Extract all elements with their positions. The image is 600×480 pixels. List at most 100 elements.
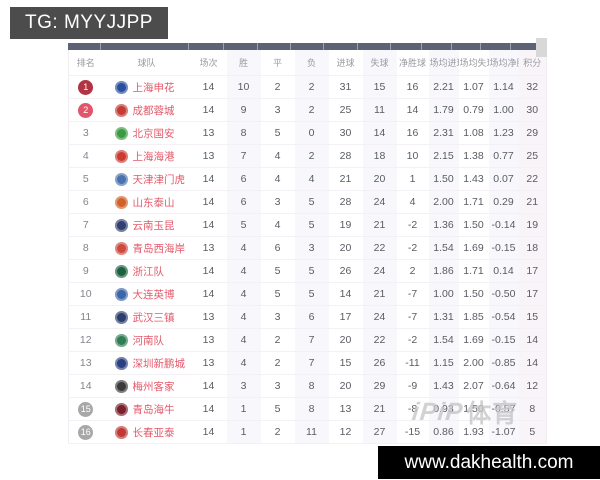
standings-table: 排名球队场次胜平负进球失球净胜球场均进球场均失球场均净胜积分 1上海申花1410… (68, 50, 547, 444)
cell-win: 4 (226, 259, 261, 283)
cell-pts: 14 (518, 328, 547, 352)
column-header-gf: 进球 (336, 58, 355, 68)
footer-url-text: www.dakhealth.com (404, 451, 574, 473)
top-bar-segment (510, 43, 538, 50)
team-name-link[interactable]: 北京国安 (132, 127, 175, 140)
cell-avg_gf: 1.54 (428, 236, 459, 260)
cell-gf: 17 (328, 305, 363, 329)
rank-number: 9 (82, 265, 89, 277)
team-name-link[interactable]: 青岛西海岸 (132, 242, 186, 255)
cell-win: 6 (226, 190, 261, 214)
league-standings-table: 排名球队场次胜平负进球失球净胜球场均进球场均失球场均净胜积分 1上海申花1410… (68, 38, 547, 444)
cell-avg_ga: 1.85 (458, 305, 489, 329)
cell-avg_gd: 0.07 (488, 167, 519, 191)
team-logo-icon (114, 425, 128, 439)
team-name-link[interactable]: 河南队 (132, 334, 165, 347)
cell-pts: 12 (518, 374, 547, 398)
cell-ga: 24 (362, 259, 397, 283)
cell-played: 13 (190, 236, 227, 260)
cell-team: 大连英博 (102, 282, 191, 306)
top-bar-segment (324, 43, 358, 50)
cell-draw: 6 (260, 236, 295, 260)
cell-played: 14 (190, 374, 227, 398)
team-name-link[interactable]: 浙江队 (132, 265, 165, 278)
cell-played: 14 (190, 282, 227, 306)
team-name-link[interactable]: 深圳新鹏城 (132, 357, 186, 370)
cell-win: 9 (226, 98, 261, 122)
rank-number: 8 (82, 242, 89, 254)
cell-team: 青岛海牛 (102, 397, 191, 421)
cell-gd: -7 (396, 282, 429, 306)
column-header-team: 球队 (137, 58, 156, 68)
cell-avg_gf: 0.86 (428, 420, 459, 444)
cell-avg_gf: 0.93 (428, 397, 459, 421)
top-bar-segment (357, 43, 391, 50)
cell-gd: 16 (396, 121, 429, 145)
team-name-link[interactable]: 上海申花 (132, 81, 175, 94)
table-row: 3 北京国安 13 8 5 0 30 14 16 2.31 1.08 1.23 29 (68, 121, 547, 145)
team-name-link[interactable]: 长春亚泰 (132, 426, 175, 439)
cell-loss: 5 (294, 190, 329, 214)
scrollbar-thumb[interactable] (536, 38, 547, 57)
cell-rank: 11 (68, 305, 103, 329)
team-logo-icon (114, 333, 128, 347)
team-name-link[interactable]: 青岛海牛 (132, 403, 175, 416)
cell-ga: 27 (362, 420, 397, 444)
cell-loss: 2 (294, 144, 329, 168)
top-bar-segment (391, 43, 423, 50)
cell-avg_ga: 1.50 (458, 213, 489, 237)
table-top-border-bar (68, 43, 538, 50)
cell-played: 13 (190, 328, 227, 352)
cell-avg_ga: 1.38 (458, 144, 489, 168)
cell-rank: 6 (68, 190, 103, 214)
cell-gf: 12 (328, 420, 363, 444)
rank-number: 13 (79, 357, 92, 369)
team-name-link[interactable]: 武汉三镇 (132, 311, 175, 324)
cell-ga: 24 (362, 190, 397, 214)
top-bar-segment (224, 43, 258, 50)
cell-draw: 3 (260, 190, 295, 214)
cell-avg_ga: 1.50 (458, 397, 489, 421)
cell-avg_gd: 0.29 (488, 190, 519, 214)
cell-gd: -7 (396, 305, 429, 329)
cell-draw: 3 (260, 305, 295, 329)
column-header-avg_gd: 场均净胜 (489, 58, 519, 68)
cell-draw: 2 (260, 328, 295, 352)
team-name-link[interactable]: 大连英博 (132, 288, 175, 301)
cell-played: 14 (190, 75, 227, 99)
rank-number: 10 (79, 288, 92, 300)
team-name-link[interactable]: 天津津门虎 (132, 173, 186, 186)
column-header-ga: 失球 (370, 58, 389, 68)
cell-draw: 4 (260, 213, 295, 237)
cell-avg_ga: 2.00 (458, 351, 489, 375)
cell-played: 14 (190, 167, 227, 191)
team-name-link[interactable]: 云南玉昆 (132, 219, 175, 232)
team-name-link[interactable]: 成都蓉城 (132, 104, 175, 117)
team-logo-icon (114, 218, 128, 232)
cell-pts: 29 (518, 121, 547, 145)
cell-gd: 4 (396, 190, 429, 214)
cell-draw: 2 (260, 351, 295, 375)
team-logo-icon (114, 103, 128, 117)
team-name-link[interactable]: 山东泰山 (132, 196, 175, 209)
cell-pts: 22 (518, 167, 547, 191)
rank-badge: 1 (78, 79, 94, 95)
cell-loss: 3 (294, 236, 329, 260)
cell-avg_gf: 1.36 (428, 213, 459, 237)
team-name-link[interactable]: 上海海港 (132, 150, 175, 163)
cell-avg_ga: 1.71 (458, 190, 489, 214)
cell-rank: 1 (68, 75, 103, 99)
team-logo-icon (114, 402, 128, 416)
team-name-link[interactable]: 梅州客家 (132, 380, 175, 393)
footer-url-bar: www.dakhealth.com (378, 446, 600, 479)
cell-pts: 5 (518, 420, 547, 444)
cell-gd: -2 (396, 236, 429, 260)
cell-team: 长春亚泰 (102, 420, 191, 444)
cell-pts: 14 (518, 351, 547, 375)
cell-avg_gf: 2.21 (428, 75, 459, 99)
cell-gf: 20 (328, 236, 363, 260)
rank-number: 7 (82, 219, 89, 231)
top-bar-segment (101, 43, 189, 50)
cell-win: 1 (226, 420, 261, 444)
cell-team: 武汉三镇 (102, 305, 191, 329)
